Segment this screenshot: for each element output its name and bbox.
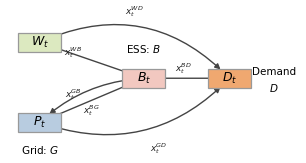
FancyArrowPatch shape (52, 88, 219, 135)
FancyArrowPatch shape (51, 83, 131, 117)
Text: $W_t$: $W_t$ (31, 35, 49, 50)
Text: $B_t$: $B_t$ (137, 71, 151, 86)
Text: Demand: Demand (252, 67, 296, 77)
Text: $x_t^{GD}$: $x_t^{GD}$ (150, 141, 168, 156)
FancyArrowPatch shape (50, 79, 131, 113)
FancyArrowPatch shape (156, 76, 215, 81)
Text: $x_t^{WD}$: $x_t^{WD}$ (125, 4, 144, 19)
Text: Grid: $G$: Grid: $G$ (21, 144, 59, 156)
FancyArrowPatch shape (51, 25, 219, 68)
Text: $x_t^{WB}$: $x_t^{WB}$ (64, 45, 83, 60)
Text: $D_t$: $D_t$ (222, 71, 237, 86)
FancyBboxPatch shape (18, 113, 61, 132)
FancyBboxPatch shape (122, 69, 165, 88)
Text: $x_t^{BD}$: $x_t^{BD}$ (175, 61, 192, 76)
Text: $D$: $D$ (269, 82, 279, 94)
FancyBboxPatch shape (208, 69, 251, 88)
FancyArrowPatch shape (52, 46, 131, 74)
Text: $x_t^{BG}$: $x_t^{BG}$ (83, 103, 100, 118)
Text: ESS: $B$: ESS: $B$ (126, 43, 161, 55)
Text: $x_t^{GB}$: $x_t^{GB}$ (65, 87, 82, 102)
Text: $P_t$: $P_t$ (33, 115, 47, 130)
FancyBboxPatch shape (18, 33, 61, 52)
